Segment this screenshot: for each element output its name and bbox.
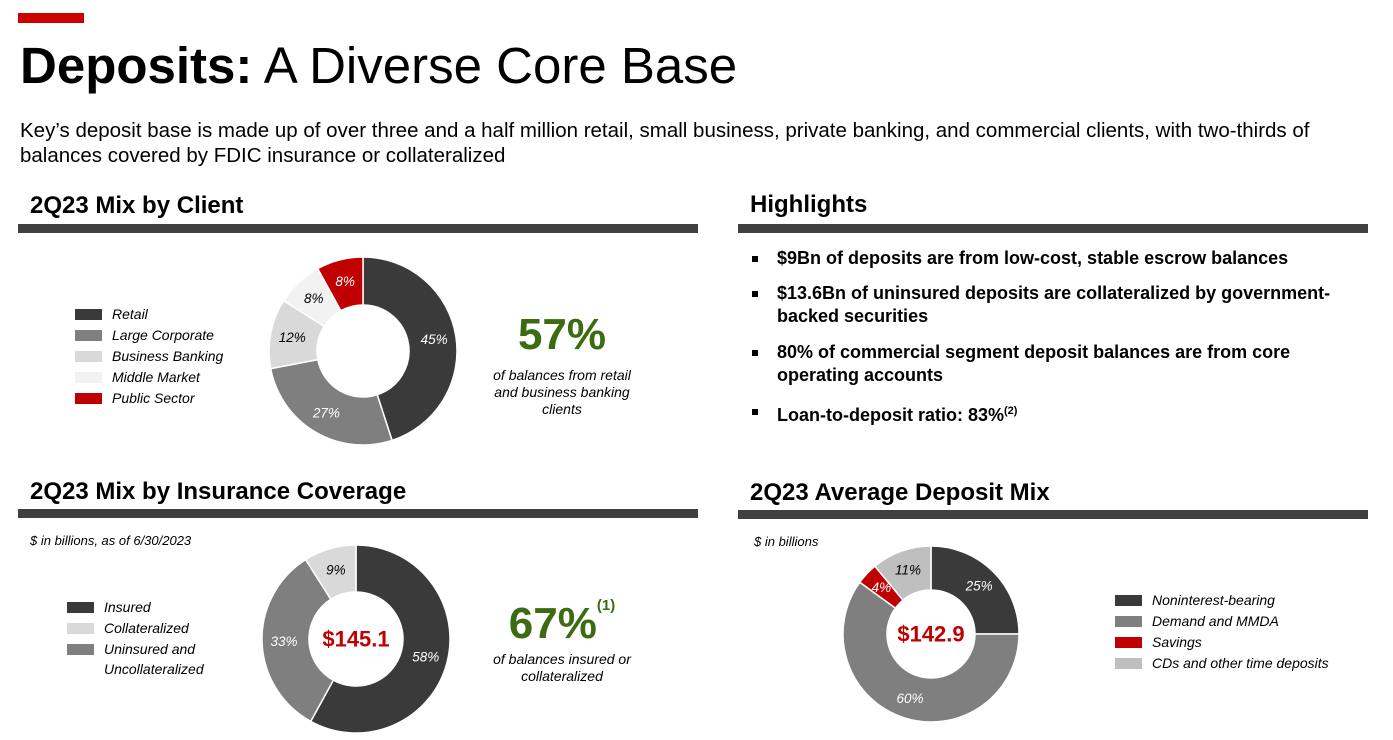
client-slice-large-corporate [269, 358, 393, 446]
client-donut-chart: 45% 27% 12% 8% 8% [268, 256, 458, 446]
insurance-donut-chart: 58% 33% 9% $145.1 [261, 544, 451, 734]
insurance-slice-label: 58% [412, 649, 439, 664]
avg-legend: Noninterest-bearing Demand and MMDA Saving… [1115, 590, 1329, 674]
insurance-note: $ in billions, as of 6/30/2023 [30, 533, 192, 548]
avg-donut-chart: 25% 60% 4%11% $142.9 [842, 545, 1020, 723]
highlights-list: $9Bn of deposits are from low-cost, stab… [750, 247, 1360, 427]
avg-slice-demand-and-mmda [842, 581, 1020, 723]
client-section-rule [18, 224, 698, 233]
insurance-section-title: 2Q23 Mix by Insurance Coverage [30, 478, 407, 505]
legend-label: Insured [104, 599, 151, 615]
client-slice-label: 27% [312, 405, 340, 420]
insurance-big-caption: of balances insured or collateralized [493, 651, 631, 684]
client-slice-retail [362, 256, 458, 442]
accent-bar [18, 13, 84, 23]
avg-legend-item: CDs and other time deposits [1115, 653, 1329, 674]
page-title: Deposits: A Diverse Core Base [20, 40, 737, 91]
highlight-text: $9Bn of deposits are from low-cost, stab… [777, 248, 1289, 268]
legend-label: Public Sector [112, 390, 195, 406]
client-legend: Retail Large Corporate Business Banking Mid… [75, 304, 223, 409]
highlight-footnote: (2) [1004, 405, 1018, 417]
highlight-text: 80% of commercial segment deposit balanc… [777, 342, 1291, 385]
avg-slice-label: 25% [965, 578, 993, 593]
insurance-big-pct-footnote: (1) [596, 597, 616, 614]
avg-center-total: $142.9 [897, 622, 964, 647]
client-big-caption: of balances from retail and business ban… [493, 367, 631, 417]
insurance-legend-item: Uninsured and Uncollateralized [67, 639, 214, 679]
legend-swatch [75, 351, 102, 362]
client-legend-item: Middle Market [75, 367, 223, 388]
highlight-text: Loan-to-deposit ratio: 83% [777, 405, 1005, 425]
legend-label: Retail [112, 306, 148, 322]
client-slice-label: 8% [335, 274, 355, 289]
client-legend-item: Large Corporate [75, 325, 223, 346]
avg-legend-item: Noninterest-bearing [1115, 590, 1329, 611]
legend-label: Large Corporate [112, 327, 214, 343]
client-slice-label: 8% [304, 291, 324, 306]
legend-swatch [1115, 616, 1142, 627]
legend-swatch [67, 644, 94, 655]
highlights-section-title: Highlights [750, 191, 868, 218]
legend-swatch [1115, 637, 1142, 648]
insurance-slice-uninsured-and-uncollateralized [261, 558, 335, 723]
highlight-item: Loan-to-deposit ratio: 83%(2) [750, 400, 1360, 427]
client-section-title: 2Q23 Mix by Client [30, 192, 244, 219]
avg-slice-label: 11% [895, 563, 921, 578]
insurance-slice-collateralized [304, 544, 357, 601]
avg-section-rule [738, 510, 1368, 519]
insurance-big-pct-value: 67% [508, 599, 597, 648]
avg-section-title: 2Q23 Average Deposit Mix [750, 479, 1050, 506]
legend-swatch [1115, 658, 1142, 669]
highlight-item: 80% of commercial segment deposit balanc… [750, 341, 1360, 387]
legend-swatch [1115, 595, 1142, 606]
legend-swatch [67, 602, 94, 613]
page-subtitle: Key’s deposit base is made up of over th… [20, 119, 1310, 167]
legend-label: Demand and MMDA [1152, 613, 1279, 629]
client-legend-item: Retail [75, 304, 223, 325]
legend-swatch [75, 330, 102, 341]
client-legend-item: Business Banking [75, 346, 223, 367]
legend-swatch [67, 623, 94, 634]
highlight-text: $13.6Bn of uninsured deposits are collat… [777, 283, 1331, 326]
client-slice-public-sector [316, 256, 364, 312]
avg-legend-item: Savings [1115, 632, 1329, 653]
highlights-section-rule [738, 224, 1368, 233]
legend-label: Uninsured and Uncollateralized [104, 641, 204, 677]
legend-label: Collateralized [104, 620, 189, 636]
client-legend-item: Public Sector [75, 388, 223, 409]
insurance-center-total: $145.1 [322, 627, 389, 652]
legend-swatch [75, 393, 102, 404]
legend-swatch [75, 309, 102, 320]
insurance-slice-insured [309, 544, 451, 734]
legend-label: Middle Market [112, 369, 200, 385]
highlight-item: $13.6Bn of uninsured deposits are collat… [750, 282, 1360, 328]
insurance-legend: Insured Collateralized Uninsured and Uncol… [67, 597, 214, 679]
avg-slice-noninterest-bearing [930, 545, 1020, 635]
insurance-legend-item: Collateralized [67, 618, 214, 639]
client-slice-label: 45% [421, 332, 448, 347]
page-title-rest: A Diverse Core Base [252, 37, 738, 94]
highlight-item: $9Bn of deposits are from low-cost, stab… [750, 247, 1360, 270]
insurance-slice-label: 33% [271, 634, 298, 649]
legend-label: CDs and other time deposits [1152, 655, 1329, 671]
insurance-slice-label: 9% [326, 562, 346, 577]
legend-label: Noninterest-bearing [1152, 592, 1275, 608]
insurance-legend-item: Insured [67, 597, 214, 618]
avg-slice-label: 60% [896, 691, 923, 706]
legend-swatch [75, 372, 102, 383]
page-title-bold: Deposits: [20, 37, 253, 94]
avg-note: $ in billions [754, 534, 819, 549]
insurance-section-rule [18, 509, 698, 518]
client-big-pct: 57% [517, 310, 607, 359]
avg-legend-item: Demand and MMDA [1115, 611, 1329, 632]
avg-slice-cds-and-other-time-deposits [873, 545, 932, 602]
legend-label: Business Banking [112, 348, 224, 364]
avg-slice-label: 4% [872, 580, 892, 595]
client-slice-label: 12% [279, 330, 306, 345]
legend-label: Savings [1152, 634, 1202, 650]
insurance-big-pct: 67%(1) [488, 597, 636, 649]
